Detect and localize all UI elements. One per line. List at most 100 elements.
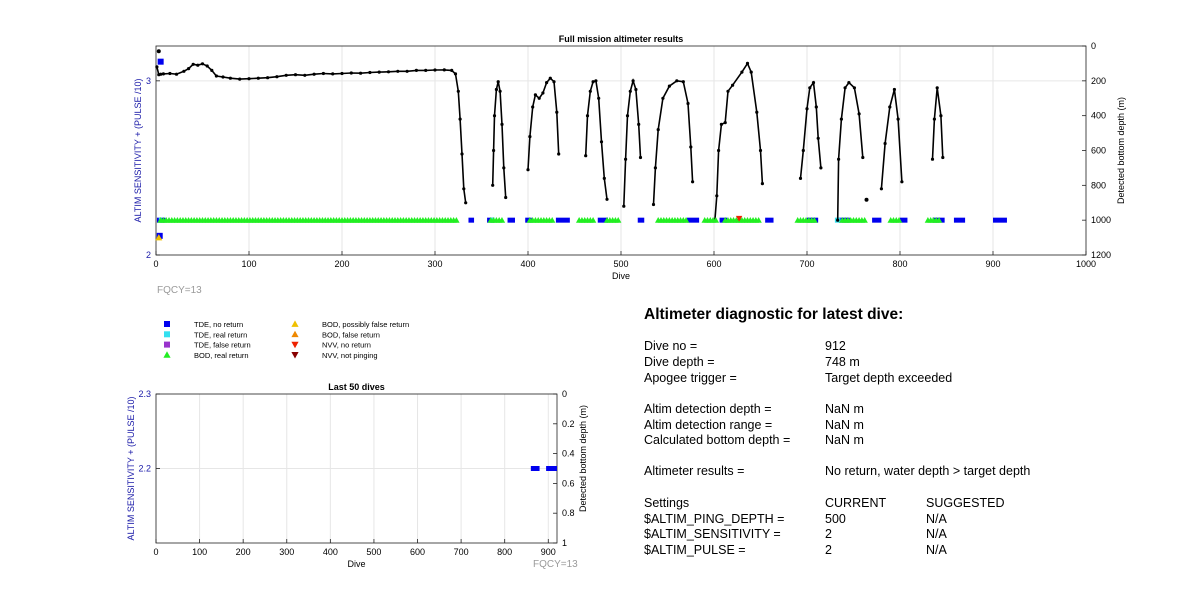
- ping-depth-suggested: N/A: [926, 512, 947, 526]
- bottom-depth-point: [494, 87, 498, 92]
- last50-yr-tick-label: 0.8: [562, 508, 575, 518]
- bottom-depth-point: [900, 180, 904, 184]
- main-x-tick-label: 600: [706, 259, 721, 269]
- bottom-depth-point: [758, 148, 763, 153]
- bod-real-return-marker: [861, 216, 868, 223]
- bottom-depth-point: [238, 77, 242, 81]
- sensitivity-current: 2: [825, 527, 832, 541]
- last50-x-tick-label: 300: [279, 547, 294, 557]
- altim-detection-depth-label: Altim detection depth =: [644, 402, 772, 416]
- bottom-depth-point: [755, 110, 759, 114]
- bottom-depth-point: [182, 69, 186, 73]
- bottom-depth-point: [719, 122, 724, 126]
- bottom-depth-point: [930, 157, 935, 161]
- bottom-depth-point: [597, 96, 601, 100]
- bottom-depth-point: [731, 83, 735, 87]
- bottom-depth-point: [433, 68, 437, 72]
- bottom-depth-point: [819, 166, 823, 170]
- bottom-depth-point: [861, 155, 865, 160]
- main-yr-tick-label: 0: [1091, 41, 1096, 51]
- last50-x-tick-label: 600: [410, 547, 425, 557]
- bottom-depth-point: [622, 204, 626, 208]
- tde-no-return-marker: [993, 217, 1007, 223]
- main-y-left-label: ALTIM SENSITIVITY + (PULSE /10): [133, 79, 143, 223]
- altim-detection-depth-value: NaN m: [825, 402, 864, 416]
- bottom-depth-point: [808, 86, 812, 90]
- main-yr-tick-label: 600: [1091, 146, 1106, 156]
- tde-no-return-marker: [597, 217, 608, 223]
- diagnostic-title: Altimeter diagnostic for latest dive:: [644, 306, 904, 323]
- bottom-depth-point: [631, 79, 635, 83]
- bod-real-return-marker: [682, 216, 690, 223]
- last50-yl-tick-label: 2.2: [138, 464, 151, 474]
- nvv-no-return-marker: [735, 215, 743, 222]
- bottom-depth-point: [526, 168, 530, 172]
- last50-x-tick-label: 0: [153, 547, 158, 557]
- legend-label: BOD, possibly false return: [322, 320, 409, 329]
- main-yl-tick-label: 2: [146, 250, 151, 260]
- bod-real-return-marker: [895, 216, 903, 223]
- bottom-depth-point: [637, 122, 641, 126]
- bottom-depth-point: [450, 68, 454, 72]
- altim-detection-range-value: NaN m: [825, 418, 864, 432]
- last50-fqcy-label: FQCY=13: [533, 559, 578, 570]
- bottom-depth-line: [799, 80, 822, 179]
- last50-x-tick-label: 400: [323, 547, 338, 557]
- legend-square-marker: [164, 321, 170, 327]
- bottom-depth-point: [161, 72, 165, 76]
- bottom-depth-point: [689, 145, 693, 149]
- bottom-depth-point: [293, 73, 298, 77]
- main-x-tick-label: 900: [985, 259, 1000, 269]
- bottom-depth-point: [548, 76, 552, 80]
- bod-real-return-marker: [755, 216, 762, 223]
- bottom-depth-point: [816, 136, 820, 140]
- tde-no-return-marker: [687, 217, 700, 223]
- bottom-depth-point: [492, 114, 497, 118]
- bottom-depth-point: [377, 70, 381, 74]
- settings-header-suggested: SUGGESTED: [926, 496, 1005, 510]
- main-x-tick-label: 400: [520, 259, 535, 269]
- altimeter-results-value: No return, water depth > target depth: [825, 464, 1031, 478]
- bottom-depth-point: [625, 114, 630, 118]
- last50-tde-no-return-marker: [546, 466, 557, 471]
- legend-label: NVV, not pinging: [322, 351, 378, 360]
- bottom-depth-point: [464, 201, 468, 205]
- legend-label: TDE, real return: [194, 330, 247, 339]
- bottom-depth-point: [266, 76, 270, 80]
- bottom-depth-point: [458, 117, 462, 121]
- sensitivity-suggested: N/A: [926, 527, 947, 541]
- bottom-depth-point: [187, 67, 191, 71]
- last50-x-tick-label: 100: [192, 547, 207, 557]
- bottom-depth-point: [715, 194, 719, 198]
- bottom-depth-point: [462, 187, 466, 191]
- bottom-depth-point: [723, 121, 727, 125]
- last50-yr-tick-label: 0.4: [562, 449, 575, 459]
- bottom-depth-point: [717, 148, 721, 153]
- main-x-tick-label: 200: [334, 259, 349, 269]
- last50-x-tick-label: 500: [366, 547, 381, 557]
- bod-real-return-marker: [498, 216, 506, 223]
- bottom-depth-point: [200, 62, 205, 66]
- bottom-depth-point: [275, 75, 279, 79]
- bottom-depth-point: [935, 86, 939, 90]
- last50-y-right-label: Detected bottom depth (m): [578, 405, 588, 512]
- bottom-depth-point: [321, 71, 325, 76]
- bod-real-return-marker: [453, 216, 460, 223]
- bottom-depth-point: [843, 86, 847, 90]
- main-x-axis-label: Dive: [612, 271, 630, 281]
- bottom-depth-point: [537, 96, 541, 100]
- altim-detection-range-label: Altim detection range =: [644, 418, 773, 432]
- bottom-depth-point: [628, 89, 632, 93]
- apogee-trigger-label: Apogee trigger =: [644, 371, 737, 385]
- bottom-depth-point: [681, 80, 685, 84]
- legend-triangle-marker: [291, 330, 299, 338]
- last50-x-tick-label: 700: [454, 547, 469, 557]
- bottom-depth-point: [740, 70, 744, 74]
- tde-no-return-marker: [719, 217, 728, 223]
- bottom-depth-point: [405, 69, 409, 73]
- legend-label: TDE, false return: [194, 341, 251, 350]
- bottom-depth-point: [491, 183, 495, 187]
- legend-label: TDE, no return: [194, 320, 243, 329]
- tde-no-return-marker: [637, 217, 645, 223]
- bottom-depth-point: [602, 176, 606, 180]
